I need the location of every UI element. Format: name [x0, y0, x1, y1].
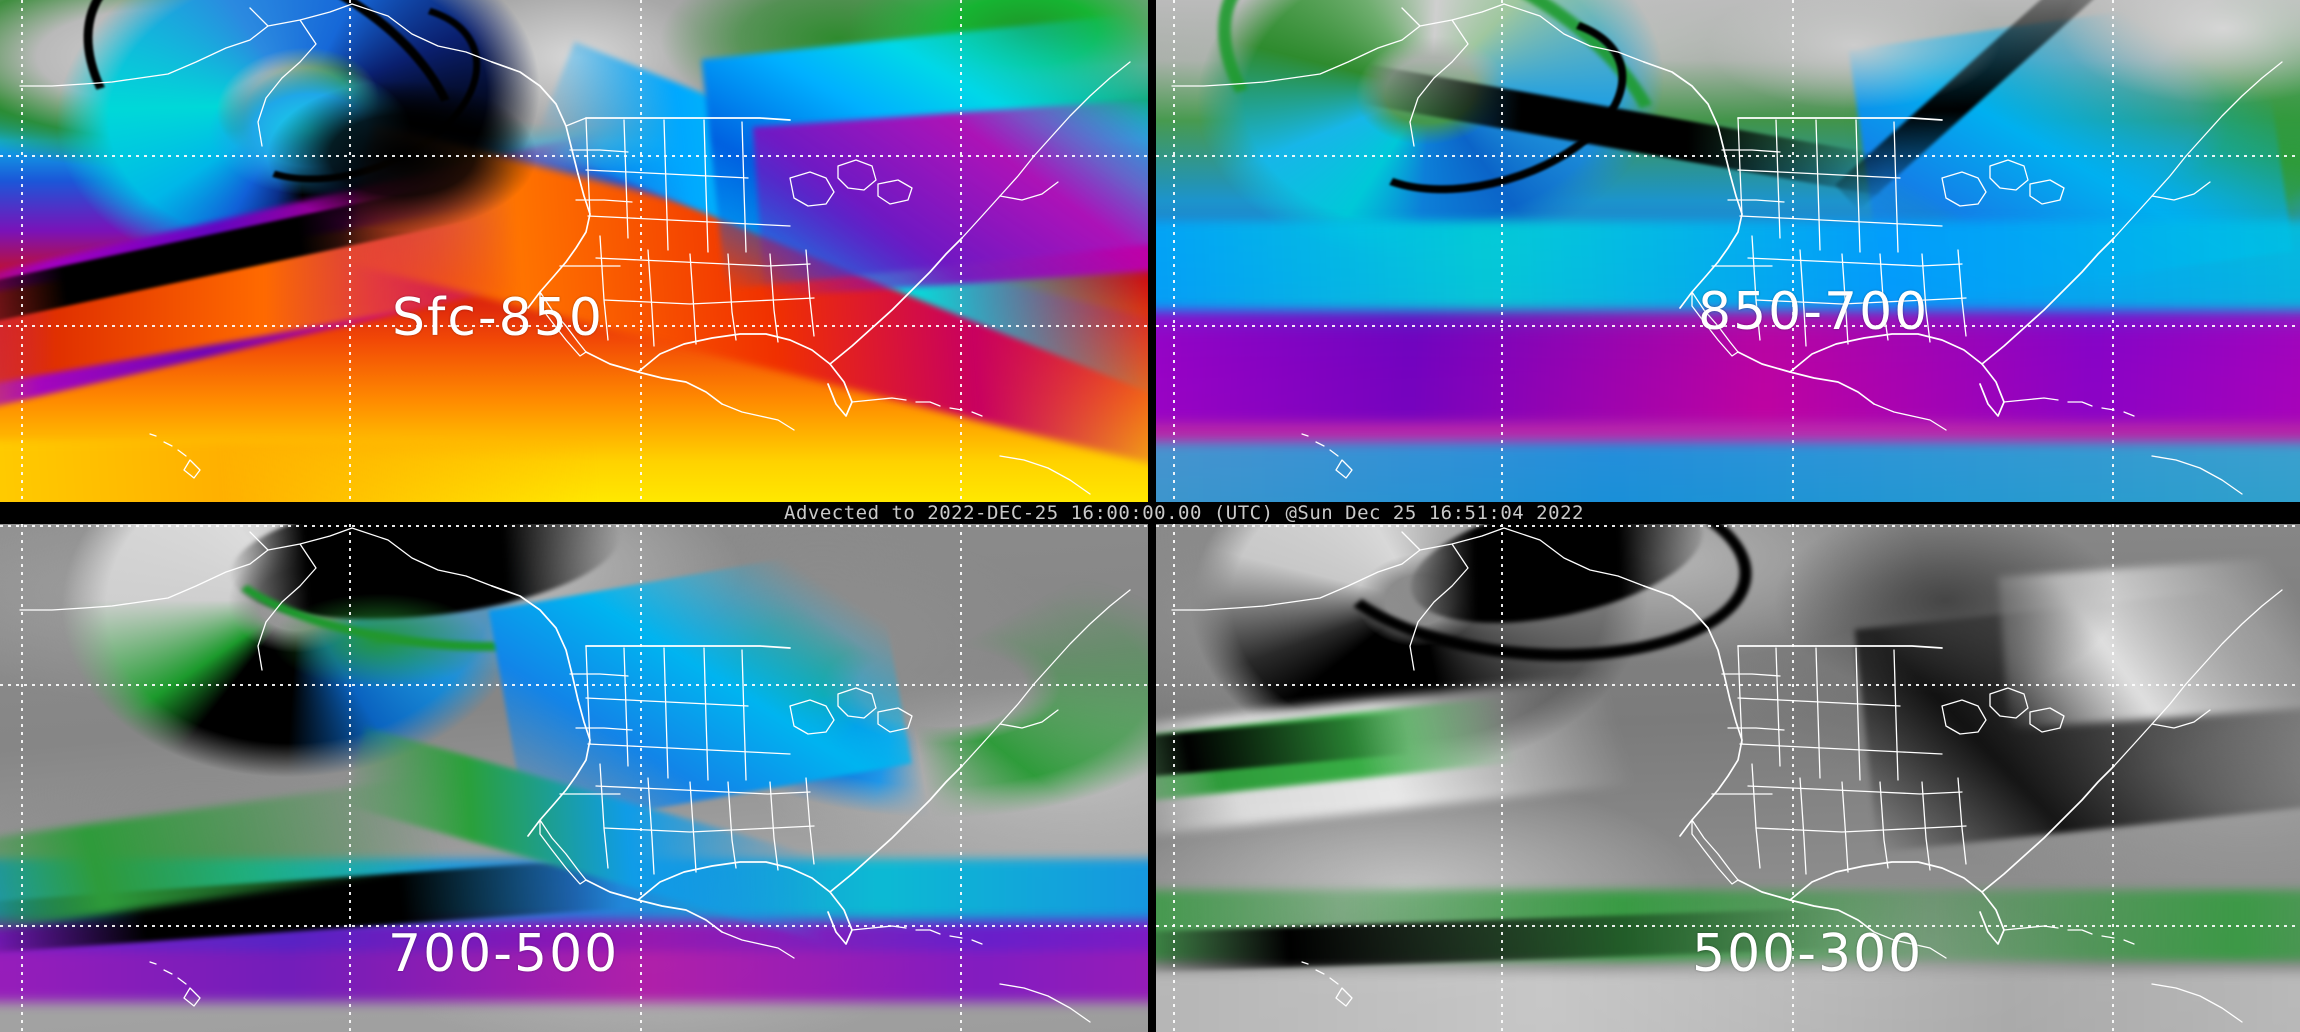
moisture-field-sfc-850 [0, 0, 1148, 502]
panel-label-700-500: 700-500 [388, 924, 620, 984]
timestamp-caption: Advected to 2022-DEC-25 16:00:00.00 (UTC… [712, 502, 1656, 524]
panel-label-500-300: 500-300 [1692, 924, 1924, 984]
panel-label-sfc-850: Sfc-850 [392, 288, 604, 348]
panel-700-500[interactable]: 700-500 [0, 524, 1148, 1032]
moisture-field-850-700 [1156, 0, 2300, 502]
panel-sfc-850[interactable]: Sfc-850 [0, 0, 1148, 502]
panel-label-850-700: 850-700 [1698, 282, 1930, 342]
panel-850-700[interactable]: 850-700 [1156, 0, 2300, 502]
panel-500-300[interactable]: 500-300 [1156, 524, 2300, 1032]
